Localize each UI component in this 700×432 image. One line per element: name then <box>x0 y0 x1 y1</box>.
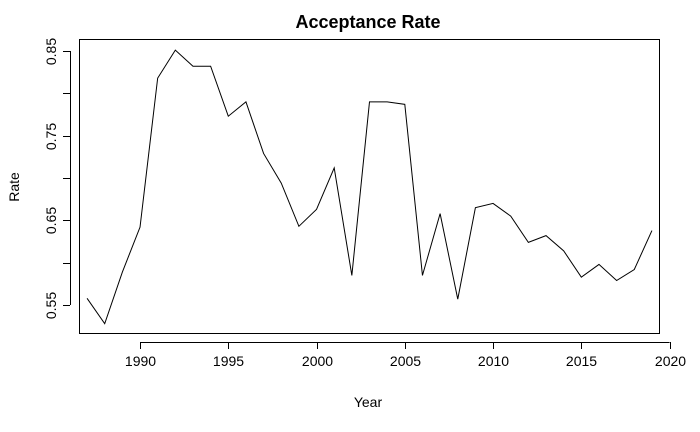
x-tick-label: 2000 <box>302 353 333 369</box>
y-tick-label: 0.85 <box>43 38 59 65</box>
x-tick-label: 2015 <box>566 353 597 369</box>
y-tick-label: 0.65 <box>43 207 59 234</box>
y-axis-label: Rate <box>6 172 22 202</box>
x-tick-label: 2010 <box>478 353 509 369</box>
x-axis: 1990 1995 2000 2005 2010 2015 2020 <box>125 342 686 369</box>
plot-area-frame <box>79 39 660 334</box>
y-tick-label: 0.75 <box>43 123 59 150</box>
x-tick-label: 2005 <box>390 353 421 369</box>
series-line <box>86 49 653 325</box>
x-tick-label: 1990 <box>125 353 156 369</box>
y-axis: 0.55 0.65 0.75 0.85 <box>43 38 71 319</box>
x-axis-label: Year <box>354 394 383 410</box>
chart-title: Acceptance Rate <box>295 12 440 32</box>
x-tick-label: 1995 <box>213 353 244 369</box>
y-tick-label: 0.55 <box>43 292 59 319</box>
series-group <box>86 49 653 325</box>
x-tick-label: 2020 <box>655 353 686 369</box>
